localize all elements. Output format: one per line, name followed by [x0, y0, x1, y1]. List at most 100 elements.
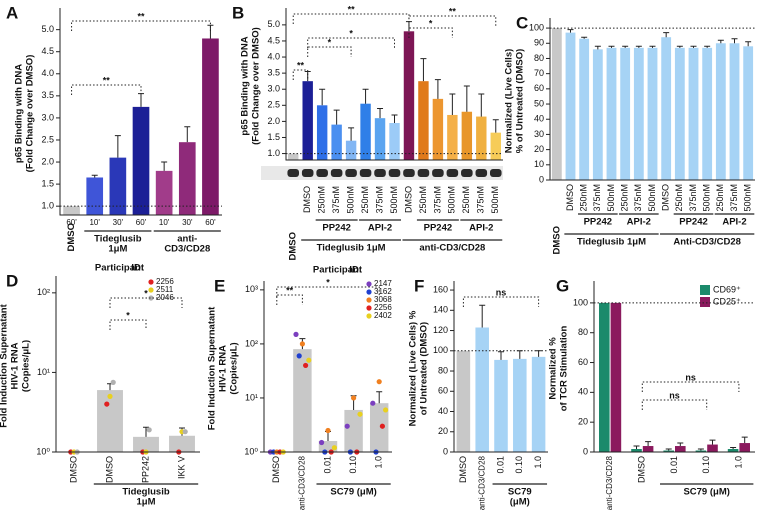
- blot-band: [287, 169, 300, 177]
- blot-band: [316, 169, 328, 177]
- error-bar: [697, 448, 704, 451]
- y-tick-label: 4.5: [41, 46, 54, 56]
- y-tick-label: 30: [534, 129, 544, 139]
- x-tick-label: 10': [89, 218, 100, 227]
- data-point: [325, 427, 331, 434]
- x-tick-label: 250nM: [360, 186, 370, 214]
- legend-label: 3068: [374, 295, 392, 304]
- bar: [476, 116, 487, 160]
- y-tick-label: 3.5: [41, 90, 54, 100]
- data-point: [370, 400, 376, 406]
- x-tick-label: DMSO: [271, 456, 281, 483]
- blot-band: [417, 169, 430, 177]
- x-tick-label: 1.0: [374, 456, 384, 469]
- data-point: [146, 427, 152, 433]
- significance-label: ns: [496, 287, 507, 297]
- x-tick-label: DMSO: [637, 456, 647, 483]
- error-bar: [107, 383, 113, 391]
- bar: [675, 446, 686, 452]
- y-axis-label: (Fold Change over DMSO): [25, 55, 36, 173]
- data-point: [379, 423, 385, 429]
- error-bar: [184, 126, 191, 143]
- bar: [579, 38, 590, 180]
- significance-bracket: [408, 27, 453, 38]
- y-axis-label: (Fold Change over DMSO): [251, 27, 262, 145]
- y-tick-label: 2.5: [267, 100, 280, 110]
- significance-label: *: [144, 288, 148, 298]
- error-bar: [377, 108, 384, 119]
- bar: [316, 105, 328, 160]
- y-tick-label: 4.5: [267, 35, 280, 45]
- error-bar: [717, 39, 724, 44]
- x-tick-label: anti-CD3/CD28: [605, 455, 614, 510]
- data-point: [104, 401, 110, 407]
- x-tick-label: DMSO: [302, 186, 312, 213]
- blot-band: [359, 169, 372, 177]
- bar: [432, 98, 444, 160]
- x-tick-label: 250nM: [317, 186, 327, 214]
- data-point: [331, 445, 337, 451]
- error-bar: [649, 45, 656, 48]
- error-bar: [745, 41, 752, 47]
- y-tick-label: 4.0: [41, 68, 54, 78]
- y-tick-label: 10⁰: [244, 446, 258, 456]
- bar: [715, 43, 726, 181]
- group-label: CD3/CD28: [164, 244, 210, 255]
- significance-bracket: [71, 84, 142, 95]
- error-bar: [633, 445, 640, 450]
- bar: [642, 446, 654, 452]
- error-bar: [581, 36, 588, 39]
- error-bar: [478, 93, 485, 117]
- blot-band: [374, 169, 386, 177]
- significance-bracket: [462, 296, 540, 307]
- data-point: [344, 423, 350, 429]
- group-label: Tideglusib 1μM: [317, 243, 386, 254]
- group-label: Anti-CD3/CD28: [673, 237, 741, 248]
- error-bar: [665, 448, 672, 451]
- group-label: API-2: [469, 223, 493, 234]
- bar: [631, 449, 642, 452]
- legend-label: 2256: [374, 303, 392, 312]
- bar: [318, 440, 338, 452]
- significance-bracket: [307, 46, 352, 57]
- y-tick-label: 20: [578, 417, 588, 427]
- y-tick-label: 1.0: [267, 148, 280, 158]
- panel-label: E: [214, 276, 225, 295]
- bar: [331, 124, 342, 160]
- bar: [707, 444, 718, 452]
- x-tick-label: 500nM: [606, 184, 616, 212]
- data-point: [303, 362, 309, 369]
- y-tick-label: 10³: [245, 284, 258, 294]
- group-label: PP242: [322, 223, 351, 234]
- data-point: [182, 429, 188, 435]
- bar: [461, 111, 473, 160]
- y-axis-label: of Untreated (DMSO): [419, 322, 430, 415]
- legend-label: CD25⁺: [713, 296, 741, 306]
- y-axis-label: HIV-1 RNA: [218, 345, 229, 392]
- data-point: [319, 439, 325, 446]
- x-tick-label: anti-CD3/CD28: [298, 455, 307, 510]
- error-bar: [622, 45, 629, 48]
- x-tick-label: 250nM: [674, 184, 684, 212]
- y-tick-label: 40: [578, 387, 588, 397]
- significance-bracket: [276, 286, 380, 297]
- y-tick-label: 100: [433, 345, 448, 355]
- y-axis-label: Normalized (Live Cells): [504, 49, 515, 154]
- error-bar: [463, 85, 470, 112]
- legend-label: 2147: [374, 279, 392, 288]
- x-tick-label: 30': [182, 218, 193, 227]
- y-tick-label: 2.5: [41, 134, 54, 144]
- panel-label: G: [556, 276, 569, 295]
- bar: [418, 81, 429, 160]
- group-label: Tideglusib: [94, 234, 142, 245]
- y-tick-label: 100: [573, 297, 588, 307]
- y-tick-label: 10: [534, 159, 544, 169]
- x-tick-label: 375nM: [331, 186, 341, 214]
- error-bar: [348, 127, 355, 141]
- y-tick-label: 5.0: [41, 24, 54, 34]
- significance-label: *: [349, 28, 353, 38]
- legend-marker: [366, 305, 372, 311]
- panel-label: F: [414, 276, 424, 295]
- data-point: [376, 379, 382, 385]
- group-label: 1μM: [108, 244, 127, 255]
